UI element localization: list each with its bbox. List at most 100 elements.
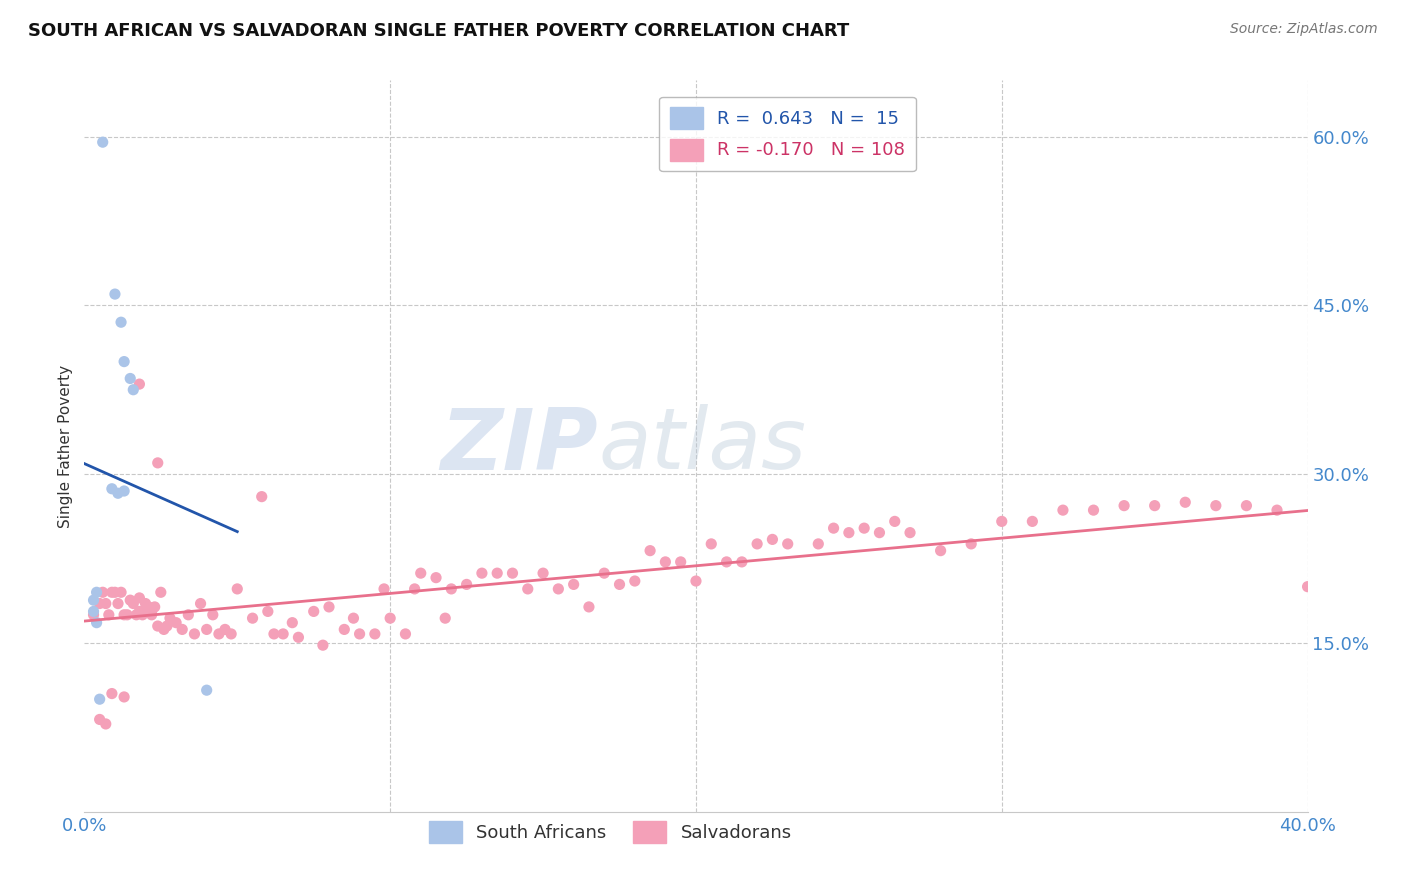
Point (107, 486, 129, 500)
Point (138, 599, 160, 614)
Point (409, 566, 432, 581)
Point (131, 607, 153, 622)
Point (146, 619, 169, 633)
Point (214, 623, 236, 637)
Point (89, 713, 111, 727)
Point (122, 597, 145, 611)
Point (86, 615, 108, 630)
Point (91, 585, 114, 599)
Point (1296, 580, 1319, 594)
Point (120, 371, 142, 385)
Point (312, 638, 335, 652)
Point (731, 555, 754, 569)
Point (853, 521, 876, 535)
Point (94, 597, 117, 611)
Point (342, 611, 364, 625)
Point (669, 555, 692, 569)
Point (89, 597, 111, 611)
Point (1052, 503, 1074, 517)
Point (86, 585, 108, 599)
Point (153, 623, 176, 637)
Point (110, 585, 132, 599)
Point (638, 543, 661, 558)
Y-axis label: Single Father Poverty: Single Father Poverty (58, 365, 73, 527)
Point (593, 566, 616, 581)
Point (128, 591, 150, 605)
Point (101, 482, 124, 496)
Point (434, 611, 457, 625)
Point (271, 627, 294, 641)
Point (120, 593, 142, 607)
Point (1174, 495, 1197, 509)
Point (110, 315, 132, 329)
Point (440, 582, 463, 596)
Point (287, 630, 309, 644)
Point (1143, 499, 1166, 513)
Point (165, 615, 187, 630)
Point (333, 623, 356, 637)
Point (1265, 503, 1288, 517)
Point (364, 627, 387, 641)
Point (94, 717, 117, 731)
Point (960, 537, 983, 551)
Point (685, 574, 707, 588)
Point (883, 515, 905, 529)
Point (380, 611, 402, 625)
Point (747, 537, 769, 551)
Point (823, 521, 845, 535)
Text: SOUTH AFRICAN VS SALVADORAN SINGLE FATHER POVERTY CORRELATION CHART: SOUTH AFRICAN VS SALVADORAN SINGLE FATHE… (28, 22, 849, 40)
Point (101, 687, 124, 701)
Point (149, 585, 172, 599)
Point (1205, 499, 1227, 513)
Point (107, 597, 129, 611)
Point (700, 537, 723, 551)
Point (112, 354, 135, 368)
Point (257, 604, 280, 618)
Point (471, 566, 494, 581)
Text: Source: ZipAtlas.com: Source: ZipAtlas.com (1230, 22, 1378, 37)
Point (1114, 499, 1136, 513)
Point (183, 627, 205, 641)
Point (761, 533, 783, 547)
Point (112, 607, 135, 622)
Point (219, 627, 242, 641)
Point (91, 135, 114, 149)
Legend: South Africans, Salvadorans: South Africans, Salvadorans (422, 814, 799, 850)
Point (83, 604, 105, 618)
Point (838, 525, 860, 540)
Point (1083, 503, 1105, 517)
Point (177, 607, 200, 622)
Point (143, 599, 166, 614)
Point (141, 607, 163, 622)
Point (807, 537, 830, 551)
Point (486, 566, 509, 581)
Point (208, 627, 231, 641)
Point (128, 377, 150, 392)
Point (263, 627, 285, 641)
Point (502, 566, 524, 581)
Point (1327, 604, 1350, 618)
Point (226, 582, 249, 596)
Point (373, 582, 395, 596)
Point (991, 515, 1014, 529)
Point (929, 543, 952, 558)
Point (190, 597, 212, 611)
Point (404, 582, 426, 596)
Point (609, 577, 631, 591)
Point (562, 577, 585, 591)
Point (242, 611, 264, 625)
Point (115, 607, 138, 622)
Point (869, 525, 891, 540)
Point (141, 604, 163, 618)
Point (97, 607, 120, 622)
Point (89, 692, 111, 706)
Point (146, 456, 169, 470)
Point (516, 582, 538, 596)
Point (302, 604, 325, 618)
Point (104, 287, 127, 301)
Point (195, 683, 218, 698)
Point (624, 574, 647, 588)
Point (578, 599, 600, 614)
Point (394, 627, 416, 641)
Point (776, 537, 799, 551)
